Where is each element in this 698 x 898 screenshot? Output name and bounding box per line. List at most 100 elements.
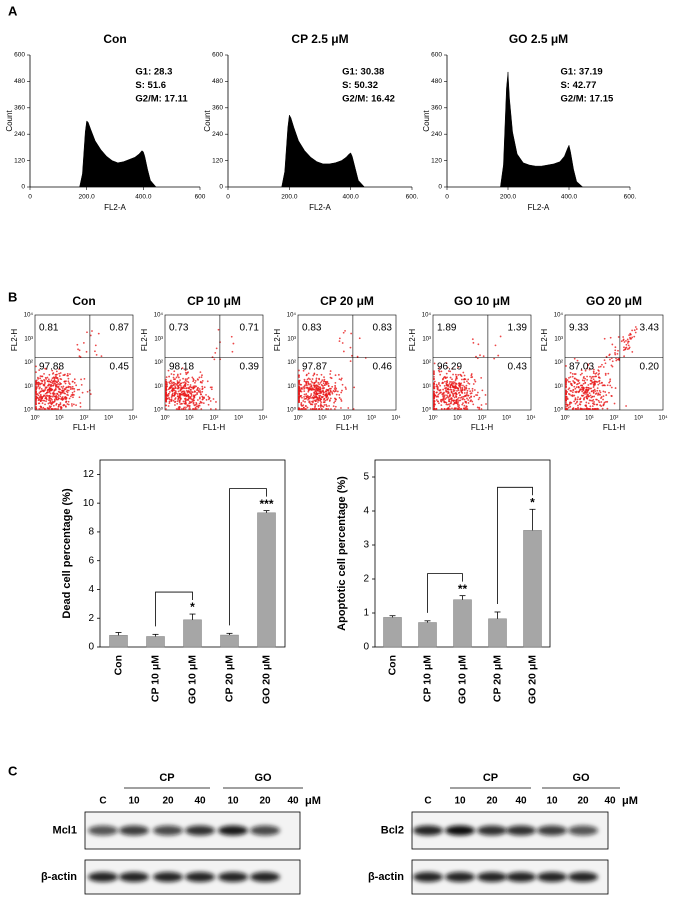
blot-band: [185, 825, 215, 836]
event-dot: [315, 392, 318, 394]
x-tick-label: 10⁴: [658, 415, 668, 422]
event-dot: [451, 407, 453, 410]
x-tick-label: 10³: [104, 416, 113, 422]
x-tick-label: 10⁰: [293, 415, 303, 422]
event-dot: [303, 398, 306, 400]
event-dot: [321, 408, 323, 410]
quadrant-value: 97.87: [302, 362, 327, 373]
event-dot: [586, 367, 588, 370]
event-dot: [198, 376, 201, 379]
event-dot: [452, 382, 455, 385]
event-dot: [201, 381, 203, 384]
event-dot: [78, 349, 81, 352]
event-dot: [325, 380, 327, 383]
event-dot: [574, 408, 577, 410]
flow-title: Con: [72, 294, 95, 308]
bar: [383, 617, 402, 648]
x-tick-label: 400.0: [135, 194, 152, 201]
y-tick-label: 480: [431, 78, 442, 85]
event-dot: [66, 372, 69, 375]
event-dot: [207, 403, 210, 406]
event-dot: [205, 393, 207, 396]
event-dot: [572, 380, 575, 382]
x-axis-label: FL1-H: [73, 423, 95, 432]
event-dot: [196, 399, 199, 401]
event-dot: [298, 387, 300, 390]
event-dot: [634, 331, 637, 334]
event-dot: [50, 408, 53, 410]
event-dot: [37, 385, 40, 388]
event-dot: [626, 348, 629, 351]
event-dot: [574, 402, 577, 405]
y-tick-label: 10¹: [554, 384, 563, 390]
x-tick-label: 10¹: [55, 416, 64, 422]
x-axis-label: FL2-A: [528, 203, 550, 212]
blot-band: [153, 825, 183, 836]
event-dot: [56, 393, 59, 396]
lane-label: C: [424, 796, 431, 807]
event-dot: [595, 403, 598, 406]
event-dot: [79, 405, 82, 408]
event-dot: [301, 388, 303, 390]
event-dot: [44, 395, 47, 397]
quadrant-value: 0.87: [110, 323, 130, 334]
event-dot: [52, 380, 55, 382]
event-dot: [327, 397, 330, 399]
event-dot: [571, 375, 574, 378]
event-dot: [585, 404, 587, 407]
y-tick-label: 5: [363, 472, 369, 483]
event-dot: [55, 408, 58, 410]
event-dot: [314, 403, 316, 406]
event-dot: [433, 371, 435, 374]
event-dot: [477, 343, 480, 346]
y-tick-label: 10³: [422, 336, 431, 342]
event-dot: [307, 390, 310, 393]
x-tick-label: 600.: [624, 194, 637, 201]
event-dot: [300, 404, 303, 407]
event-dot: [583, 408, 586, 410]
plot-frame: [34, 314, 134, 411]
event-dot: [186, 378, 189, 380]
event-dot: [454, 391, 457, 394]
event-dot: [568, 403, 571, 406]
event-dot: [440, 398, 442, 401]
event-dot: [473, 389, 476, 391]
event-dot: [349, 346, 352, 349]
event-dot: [590, 377, 593, 380]
event-dot: [188, 404, 191, 407]
event-dot: [57, 378, 60, 381]
event-dot: [312, 397, 315, 400]
event-dot: [168, 398, 171, 401]
event-dot: [565, 383, 567, 385]
event-dot: [573, 357, 576, 360]
event-dot: [302, 369, 305, 372]
quadrant-value: 9.33: [569, 323, 589, 334]
event-dot: [187, 395, 190, 397]
event-dot: [307, 382, 310, 385]
y-tick-label: 10⁴: [24, 312, 34, 319]
event-dot: [462, 384, 464, 387]
event-dot: [331, 392, 334, 395]
event-dot: [592, 372, 595, 375]
event-dot: [66, 374, 69, 377]
event-dot: [334, 381, 337, 384]
event-dot: [332, 405, 335, 408]
quadrant-value: 0.20: [640, 362, 660, 373]
event-dot: [463, 392, 466, 394]
event-dot: [461, 378, 463, 381]
event-dot: [592, 368, 595, 371]
event-dot: [441, 382, 444, 385]
event-dot: [319, 399, 322, 402]
event-dot: [176, 395, 179, 398]
cell-cycle-stat: G2/M: 17.11: [135, 94, 188, 105]
event-dot: [582, 389, 585, 392]
event-dot: [298, 408, 300, 410]
event-dot: [322, 391, 325, 394]
event-dot: [69, 388, 72, 390]
event-dot: [232, 342, 235, 345]
event-dot: [39, 393, 42, 396]
event-dot: [596, 398, 598, 401]
event-dot: [305, 393, 308, 395]
event-dot: [182, 394, 185, 397]
event-dot: [309, 403, 312, 406]
